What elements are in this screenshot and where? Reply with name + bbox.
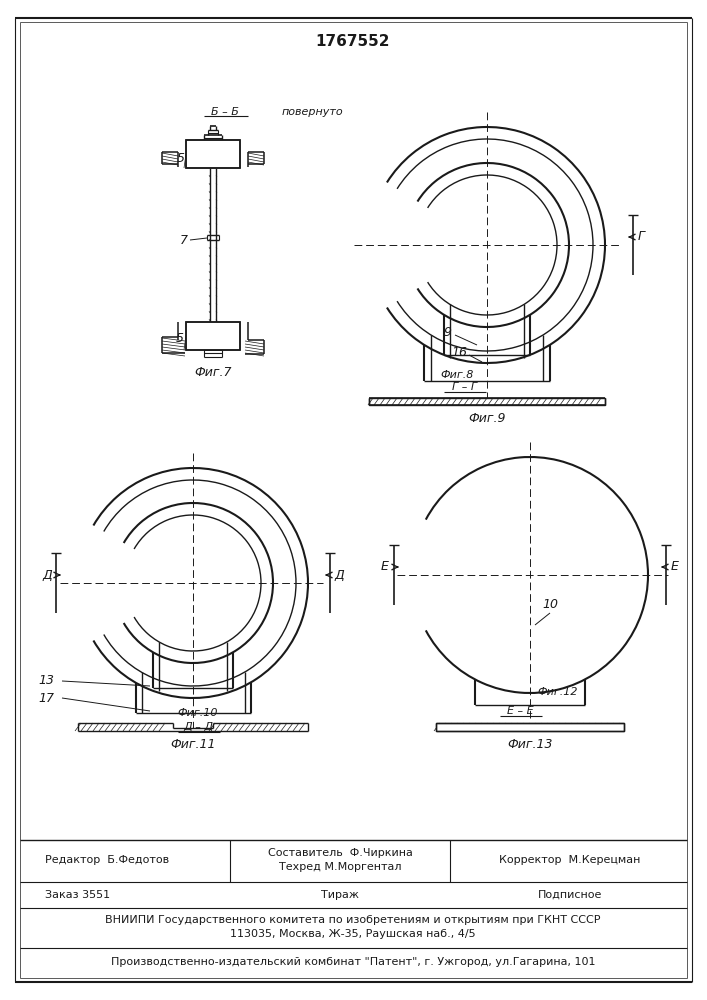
Text: Фиг.8: Фиг.8 — [440, 370, 474, 380]
Bar — [186, 140, 240, 168]
Text: 9: 9 — [443, 326, 451, 338]
Text: ВНИИПИ Государственного комитета по изобретениям и открытиям при ГКНТ СССР: ВНИИПИ Государственного комитета по изоб… — [105, 915, 601, 925]
Text: Редактор  Б.Федотов: Редактор Б.Федотов — [45, 855, 169, 865]
Text: Б – Б: Б – Б — [211, 107, 239, 117]
Text: Корректор  М.Керецман: Корректор М.Керецман — [499, 855, 641, 865]
Text: Д: Д — [334, 568, 344, 582]
Text: Г: Г — [638, 231, 645, 243]
Bar — [410, 665, 650, 721]
Text: Д: Д — [42, 568, 52, 582]
Text: Фиг.10: Фиг.10 — [177, 708, 218, 718]
Bar — [76, 640, 310, 736]
Text: Тираж: Тираж — [321, 890, 359, 900]
Text: 7: 7 — [180, 233, 188, 246]
Text: Подписное: Подписное — [538, 890, 602, 900]
Text: Фиг.7: Фиг.7 — [194, 365, 232, 378]
Text: Составитель  Ф.Чиркина: Составитель Ф.Чиркина — [267, 848, 412, 858]
Text: Фиг.13: Фиг.13 — [507, 738, 553, 752]
Text: Е: Е — [671, 560, 679, 574]
Text: 13: 13 — [38, 674, 54, 688]
Bar — [186, 140, 240, 168]
Text: Фиг.9: Фиг.9 — [468, 412, 506, 424]
Text: Заказ 3551: Заказ 3551 — [45, 890, 110, 900]
Text: повернуто: повернуто — [282, 107, 344, 117]
Text: 5: 5 — [176, 332, 184, 344]
Text: 16: 16 — [451, 346, 467, 359]
Text: 10: 10 — [542, 598, 558, 611]
Text: Техред М.Моргентал: Техред М.Моргентал — [279, 862, 402, 872]
Text: Г – Г: Г – Г — [452, 382, 477, 392]
Text: 5: 5 — [177, 151, 185, 164]
Text: 113035, Москва, Ж-35, Раушская наб., 4/5: 113035, Москва, Ж-35, Раушская наб., 4/5 — [230, 929, 476, 939]
Text: Фиг.11: Фиг.11 — [170, 738, 216, 752]
Text: 17: 17 — [38, 692, 54, 704]
Bar — [186, 322, 240, 350]
Text: Е – Е: Е – Е — [507, 706, 533, 716]
Text: Производственно-издательский комбинат "Патент", г. Ужгород, ул.Гагарина, 101: Производственно-издательский комбинат "П… — [111, 957, 595, 967]
Text: Фиг.12: Фиг.12 — [538, 687, 578, 697]
Text: 1767552: 1767552 — [316, 34, 390, 49]
Bar — [367, 302, 607, 401]
Bar — [186, 322, 240, 350]
Text: Д – Д: Д – Д — [183, 722, 213, 732]
Bar — [436, 723, 624, 731]
Bar — [369, 398, 605, 405]
Bar — [436, 723, 624, 731]
Text: Е: Е — [381, 560, 389, 574]
